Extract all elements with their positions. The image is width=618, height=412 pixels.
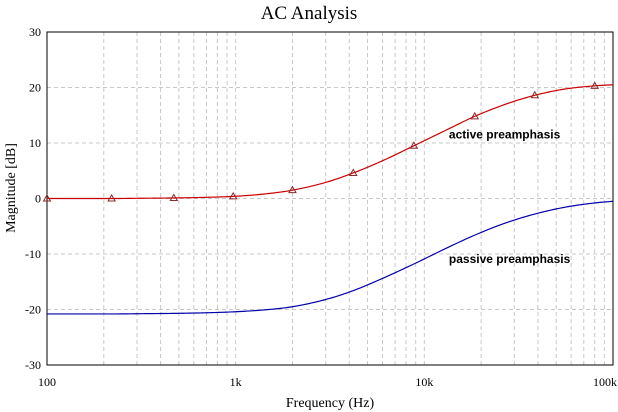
y-tick-label: 30: [29, 25, 41, 39]
series-annotation: passive preamphasis: [449, 252, 571, 266]
series-marker-triangle: [42, 194, 52, 202]
y-tick-label: -30: [25, 358, 41, 372]
annotations: active preamphasis passive preamphasis: [449, 128, 571, 266]
x-tick-label: 1k: [230, 375, 242, 389]
series-marker-triangle: [107, 194, 116, 202]
y-tick-label: -10: [25, 247, 41, 261]
x-tick-label: 100k: [593, 375, 617, 389]
y-tick-label: 10: [29, 136, 41, 150]
series-marker-triangle: [530, 90, 540, 99]
y-axis-label: Magnitude [dB]: [4, 143, 19, 233]
series-layer: [42, 81, 614, 315]
series-marker-triangle: [590, 81, 600, 89]
series-marker-triangle: [228, 191, 238, 200]
series-marker-triangle: [169, 193, 179, 201]
series-line-2: [47, 200, 614, 315]
y-tick-label: 0: [35, 192, 41, 206]
x-tick-label: 100: [38, 375, 56, 389]
x-tick-label: 10k: [415, 375, 433, 389]
series-marker-triangle: [470, 111, 480, 120]
series-marker-triangle: [288, 185, 297, 194]
series-line-1: [47, 84, 614, 200]
series-marker-triangle: [348, 168, 358, 176]
chart-title: AC Analysis: [261, 3, 358, 24]
series-annotation: active preamphasis: [449, 128, 561, 142]
y-tick-label: -20: [25, 303, 41, 317]
y-tick-label: 20: [29, 81, 41, 95]
x-axis-label: Frequency (Hz): [286, 396, 375, 411]
series-marker-triangle: [409, 141, 419, 149]
